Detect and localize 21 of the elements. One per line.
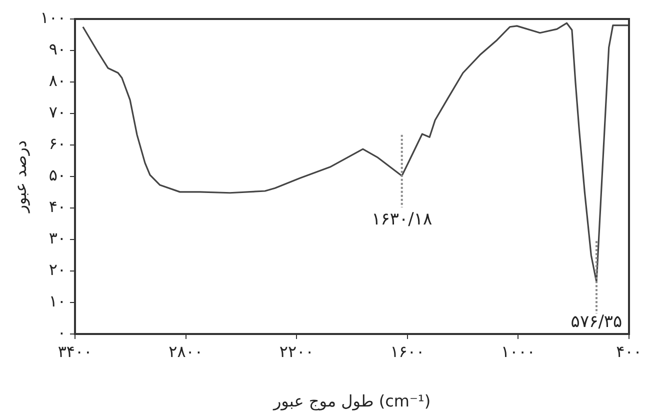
y-tick-label: ۱۰۰ [40, 8, 66, 28]
y-tick-label: ۴۰ [48, 197, 66, 216]
x-tick-label: ۳۴۰۰ [58, 342, 92, 361]
y-tick-label: ۹۰ [48, 40, 66, 59]
y-tick-label: ۳۰ [48, 228, 66, 248]
annotation: ۱۶۳۰/۱۸ [372, 209, 432, 230]
annotation: ۵۷۶/۳۵ [570, 312, 622, 332]
y-tick-label: ۶۰ [48, 134, 66, 154]
y-axis-title: درصد عبور [10, 140, 30, 214]
x-tick-label: ۱۰۰۰ [501, 342, 536, 361]
y-tick-label: ۸۰ [48, 71, 66, 90]
x-axis-title: طول موج عبور (cm⁻¹) [272, 392, 431, 411]
y-tick-label: ۵۰ [48, 166, 66, 185]
y-tick-label: ۱۰ [48, 292, 66, 311]
y-tick-label: ۷۰ [48, 102, 66, 122]
x-tick-label: ۲۲۰۰ [279, 342, 314, 361]
x-tick-label: ۱۶۰۰ [390, 342, 425, 361]
x-tick-label: ۴۰۰ [616, 342, 642, 361]
x-tick-label: ۲۸۰۰ [168, 342, 203, 361]
y-tick-label: ۲۰ [48, 260, 66, 280]
y-tick-label: ۰ [57, 323, 66, 342]
